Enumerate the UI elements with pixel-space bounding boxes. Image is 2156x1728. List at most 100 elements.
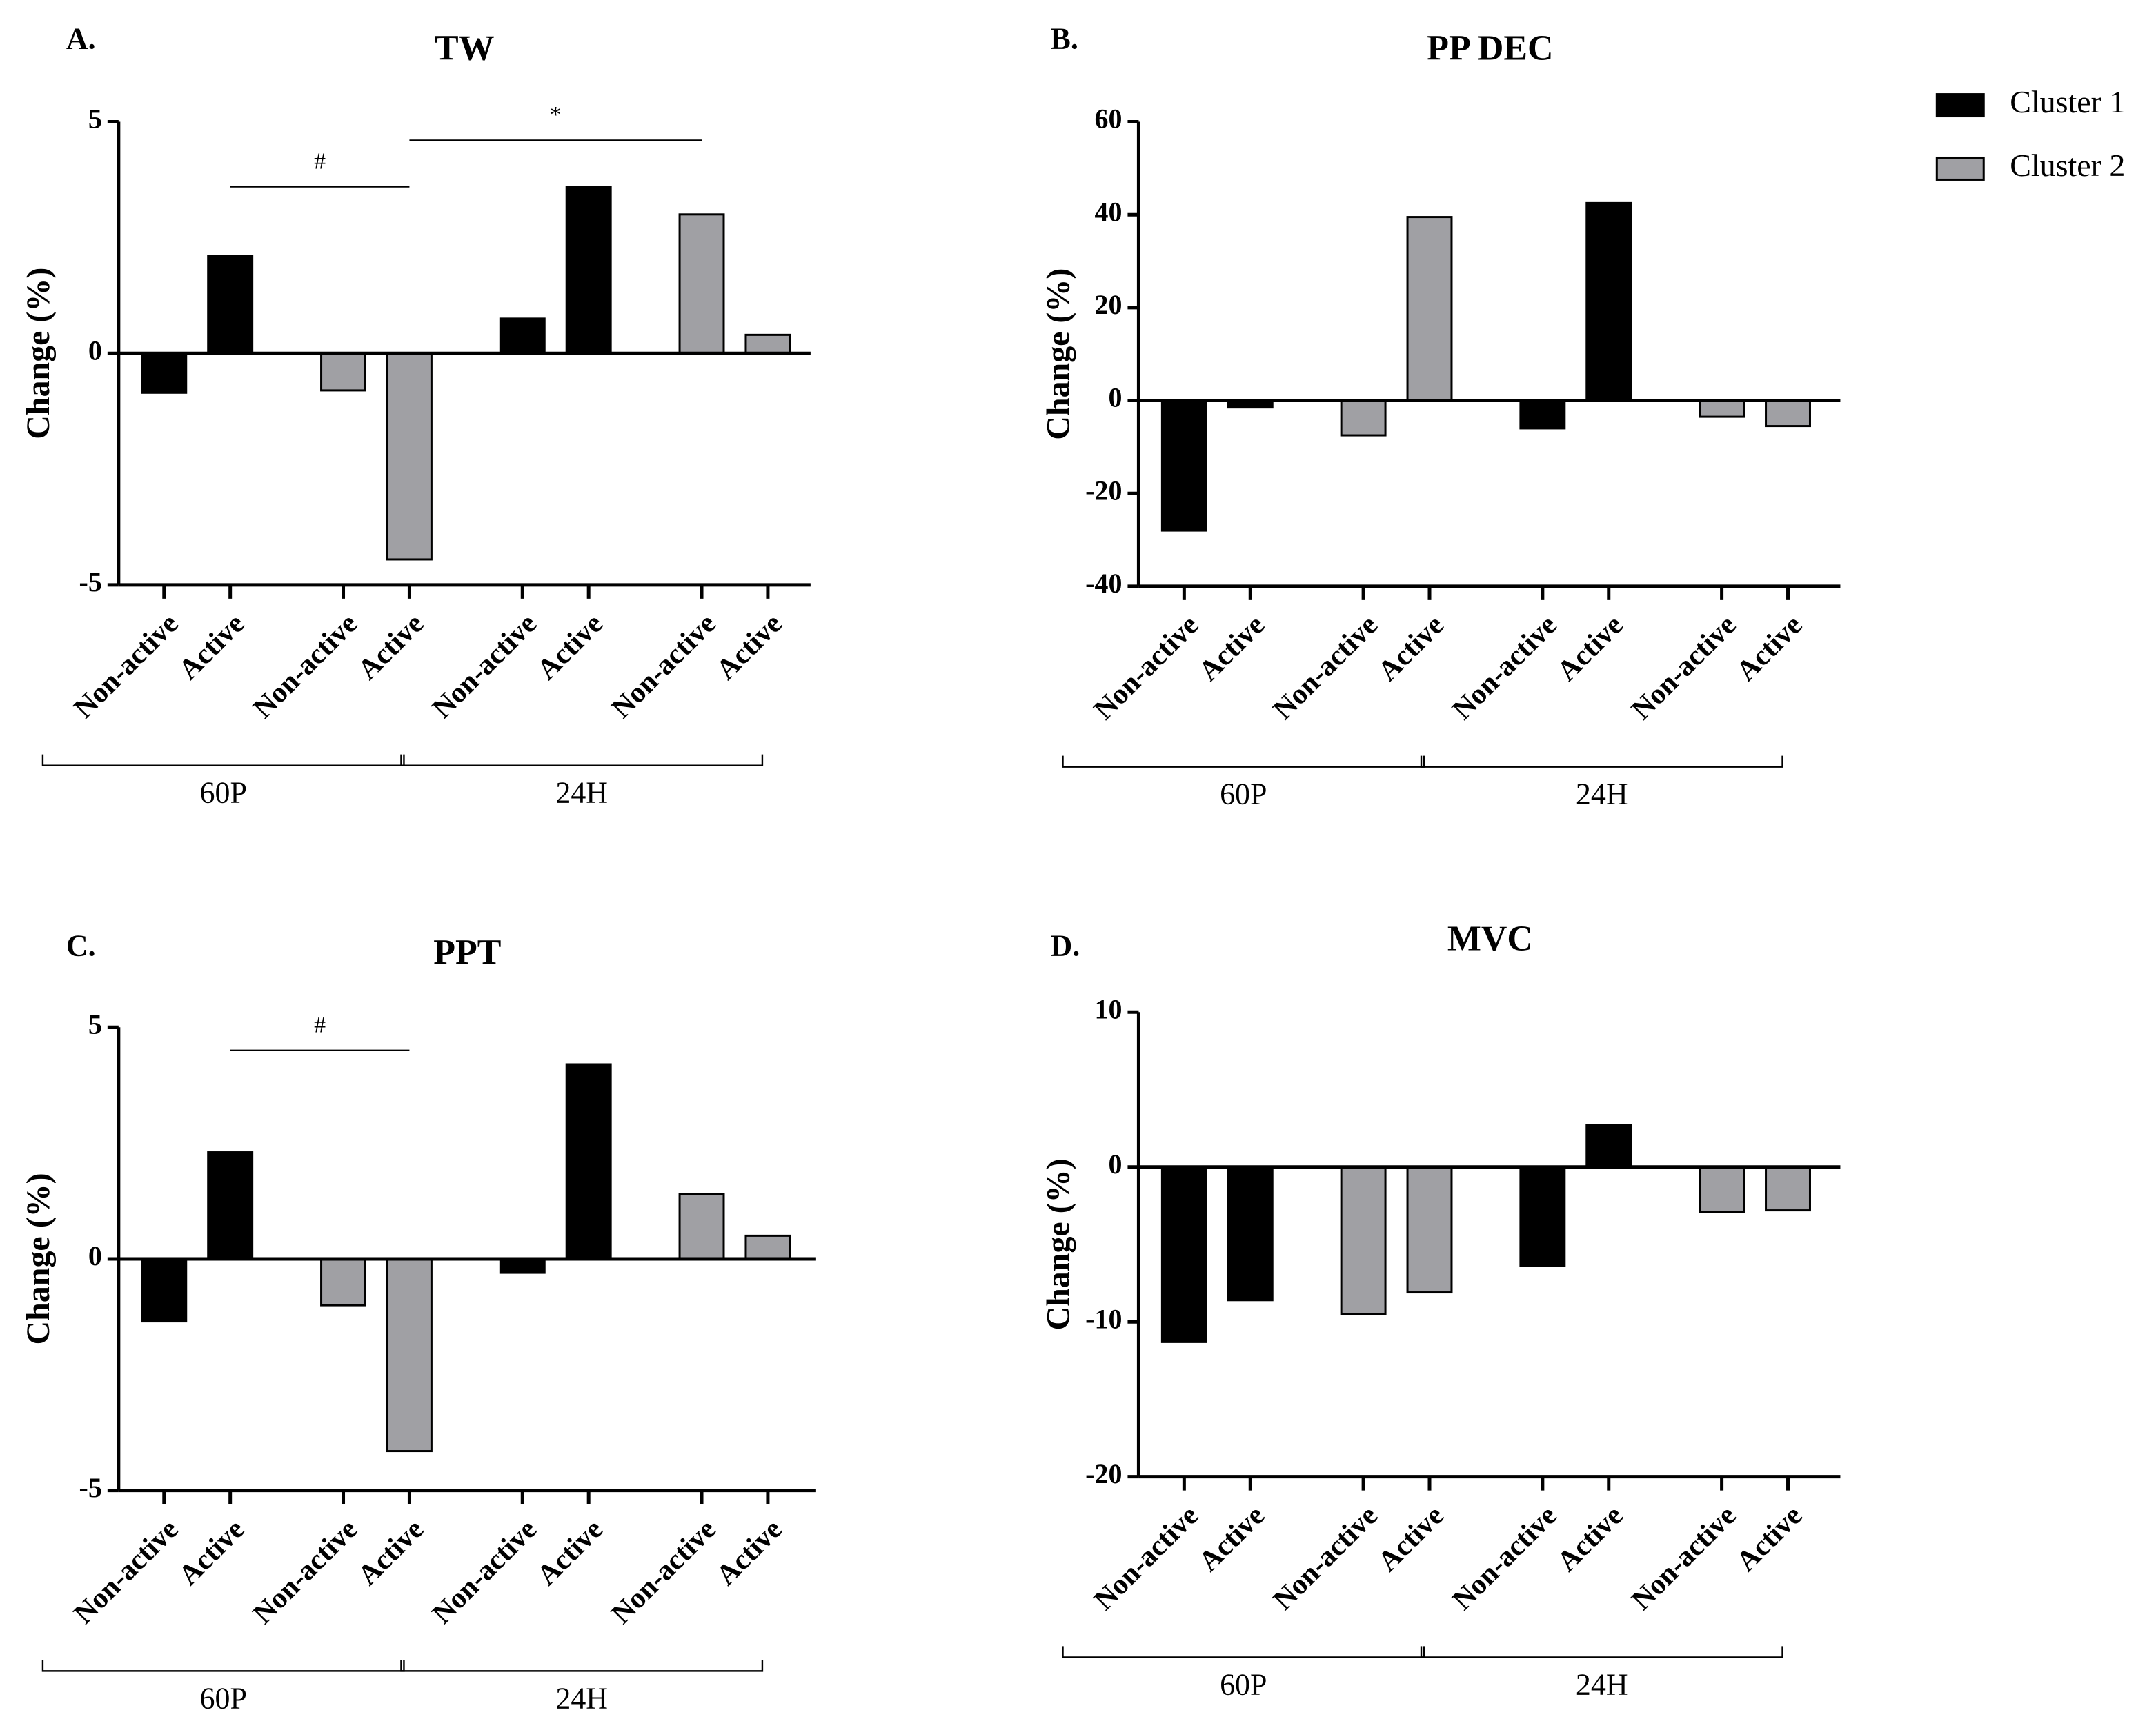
x-tick-label: Active <box>531 1513 609 1591</box>
group-bracket <box>41 754 405 766</box>
x-tick-label: Active <box>352 608 430 686</box>
x-tick-label: Non-active <box>68 608 184 724</box>
y-axis-label: Change (%) <box>1040 268 1077 440</box>
bar <box>1765 1166 1811 1212</box>
y-tick-label: -5 <box>79 566 102 597</box>
group-label: 24H <box>1576 1667 1628 1701</box>
x-tick-label: Non-active <box>1267 1500 1384 1616</box>
legend-label: Cluster 2 <box>2010 148 2125 183</box>
x-tick-label: Non-active <box>426 1513 543 1630</box>
group-label: 60P <box>1220 1667 1267 1701</box>
y-axis-label: Change (%) <box>20 1173 57 1344</box>
x-tick-label: Active <box>1551 609 1629 687</box>
significance-label: # <box>314 1013 326 1038</box>
x-tick-label: Non-active <box>1625 1500 1742 1616</box>
x-tick-label: Non-active <box>1267 609 1384 726</box>
chart-title: PP DEC <box>1427 29 1553 68</box>
x-tick-label: Active <box>1193 1500 1271 1578</box>
x-tick-label: Non-active <box>606 1513 722 1630</box>
group-label: 24H <box>555 776 608 810</box>
group-label: 60P <box>200 776 247 810</box>
bar <box>320 1258 366 1307</box>
bar <box>1519 1166 1566 1267</box>
bar <box>744 1234 791 1260</box>
y-tick-label: -10 <box>1085 1303 1122 1334</box>
panel-label: A. <box>66 22 96 56</box>
chart-title: TW <box>435 29 495 68</box>
group-bracket <box>41 1660 405 1672</box>
bar <box>1227 1166 1274 1302</box>
bar <box>1160 1166 1207 1343</box>
panel-label: B. <box>1051 22 1078 56</box>
y-tick-label: 0 <box>1108 382 1122 413</box>
x-tick-label: Active <box>1372 609 1450 687</box>
group-bracket <box>1420 1646 1783 1658</box>
y-tick-label: -20 <box>1085 1458 1122 1489</box>
x-tick-label: Non-active <box>426 608 543 724</box>
y-tick-label: 0 <box>88 1240 102 1271</box>
bar <box>1340 1166 1387 1315</box>
bar <box>207 255 254 355</box>
x-tick-label: Active <box>352 1513 430 1591</box>
bar <box>1699 399 1745 418</box>
y-tick-label: -5 <box>79 1472 102 1503</box>
y-axis-label: Change (%) <box>20 268 57 439</box>
x-tick-label: Non-active <box>1625 609 1742 726</box>
bar <box>1160 399 1207 532</box>
x-tick-label: Non-active <box>1446 1500 1563 1616</box>
legend-label: Cluster 1 <box>2010 84 2125 119</box>
group-bracket <box>1062 755 1425 768</box>
y-tick-label: 0 <box>88 335 102 366</box>
x-tick-label: Non-active <box>1088 609 1205 726</box>
x-tick-label: Non-active <box>606 608 722 724</box>
bar <box>565 1063 612 1260</box>
legend-swatch <box>1935 93 1985 118</box>
y-tick-label: 40 <box>1094 196 1122 227</box>
bar <box>1519 399 1566 430</box>
x-tick-label: Active <box>1372 1500 1450 1578</box>
x-tick-label: Active <box>711 608 789 686</box>
y-tick-label: 60 <box>1094 103 1122 135</box>
y-axis-label: Change (%) <box>1040 1158 1077 1330</box>
bar <box>565 186 612 355</box>
y-tick-label: 5 <box>88 103 102 135</box>
group-bracket <box>1062 1646 1425 1658</box>
x-tick-label: Non-active <box>247 1513 364 1630</box>
x-tick-label: Active <box>711 1513 789 1591</box>
bar <box>1406 1166 1453 1294</box>
group-bracket <box>1420 755 1783 768</box>
bar <box>207 1151 254 1260</box>
bar <box>678 1193 725 1260</box>
bar <box>1406 216 1453 402</box>
significance-label: * <box>550 102 562 128</box>
bar <box>1340 399 1387 437</box>
y-tick-label: -20 <box>1085 475 1122 506</box>
significance-label: # <box>314 148 326 174</box>
y-tick-label: 0 <box>1108 1149 1122 1180</box>
y-tick-label: 10 <box>1094 993 1122 1024</box>
x-tick-label: Active <box>172 1513 250 1591</box>
x-tick-label: Active <box>1730 609 1808 687</box>
bar <box>678 213 725 355</box>
y-tick-label: 5 <box>88 1009 102 1040</box>
x-tick-label: Active <box>531 608 609 686</box>
group-label: 60P <box>200 1681 247 1715</box>
bar <box>386 352 433 561</box>
legend-swatch <box>1935 156 1985 181</box>
x-tick-label: Active <box>172 608 250 686</box>
x-tick-label: Non-active <box>1088 1500 1205 1616</box>
bar <box>386 1258 433 1453</box>
bar <box>499 1258 546 1274</box>
bar <box>141 1258 188 1323</box>
x-tick-label: Non-active <box>1446 609 1563 726</box>
x-tick-label: Non-active <box>68 1513 184 1630</box>
x-tick-label: Active <box>1551 1500 1629 1578</box>
y-tick-label: -40 <box>1085 568 1122 599</box>
group-bracket <box>400 754 764 766</box>
bar <box>141 352 188 394</box>
chart-title: PPT <box>433 933 501 972</box>
group-label: 60P <box>1220 777 1267 811</box>
x-tick-label: Non-active <box>247 608 364 724</box>
bar <box>1765 399 1811 428</box>
